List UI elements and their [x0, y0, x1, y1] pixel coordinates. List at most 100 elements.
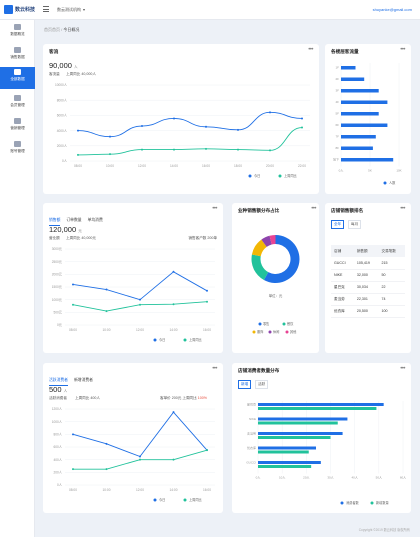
tab-active-consumers[interactable]: 活跃	[255, 380, 269, 389]
y-tick-label: NIKE	[249, 417, 256, 421]
y-tick-label: 400人	[53, 458, 62, 462]
x-tick-label: 10K	[396, 169, 401, 173]
legend-label: 休闲	[273, 329, 279, 334]
sales-tabs: 销售额 订单数量 单均消费	[49, 208, 109, 226]
table-row[interactable]: 麦当劳 22,301 74	[331, 293, 405, 306]
y-tick-label: 0人	[62, 159, 68, 163]
legend-marker	[268, 330, 272, 334]
legend-marker	[183, 338, 187, 342]
y-tick-label: 1200人	[52, 407, 63, 411]
tab-new-consumers[interactable]: 新增	[238, 380, 252, 389]
data-point	[72, 468, 74, 471]
table-row[interactable]: 星巴克 30,034 22	[331, 281, 405, 294]
breadcrumb-home[interactable]: 首页首页	[44, 27, 60, 32]
cell: 100	[378, 305, 405, 318]
series-line-today	[72, 271, 208, 301]
legend-marker	[383, 181, 387, 185]
visitor-unit: 人	[74, 65, 78, 69]
org-selector[interactable]: 数云测试机构	[57, 7, 81, 12]
tab-orders[interactable]: 订单数量	[66, 218, 82, 222]
member-icon	[14, 95, 21, 101]
data-point	[72, 303, 74, 306]
x-tick-label: 12:00	[136, 488, 144, 492]
tab-avg[interactable]: 单均消费	[87, 218, 103, 222]
sales-sub-label: 营业额	[49, 236, 60, 240]
legend-label: 上周同比	[284, 173, 297, 178]
y-tick-label: 6F	[335, 123, 339, 127]
sidebar-item-all[interactable]: 全部数据	[0, 67, 35, 89]
legend-marker	[258, 322, 262, 326]
sidebar-item-marketing[interactable]: 营销管理	[0, 116, 35, 138]
sidebar-item-sales[interactable]: 销售数据	[0, 45, 35, 67]
data-point	[172, 270, 175, 273]
bar	[341, 135, 376, 139]
user-account[interactable]: shuyanke@gmail.com	[372, 7, 412, 12]
store-rank-table: 店铺 销售额 交易笔数 GUCCI 105,419 215 NIKE 32,000 50 星…	[331, 245, 405, 318]
legend-label: 今日	[159, 497, 165, 502]
bar	[341, 66, 356, 70]
more-icon[interactable]: •••	[400, 366, 405, 372]
pie-slice	[251, 254, 269, 281]
sales-compare: 上周同比 40,000元	[66, 236, 96, 240]
cell: GUCCI	[331, 257, 354, 270]
data-point	[173, 148, 175, 151]
more-icon[interactable]: •••	[400, 47, 405, 53]
sidebar-item-label: 销售数据	[10, 55, 25, 59]
sidebar-item-overview[interactable]: 数据概览	[0, 22, 35, 44]
cell: 215	[378, 257, 405, 270]
data-point	[105, 442, 108, 445]
visitor-line-chart: 10000人 8000人 6000人 4000人 2000人 0人 08:00 10:00 12…	[55, 83, 310, 178]
more-icon[interactable]: •••	[311, 206, 316, 212]
data-point	[301, 126, 303, 129]
y-tick-label: 2500元	[52, 260, 63, 264]
tab-new[interactable]: 新增消费者	[73, 378, 93, 382]
table-row[interactable]: NIKE 32,000 50	[331, 269, 405, 282]
avg-compare-pct: 100%	[197, 396, 207, 400]
sidebar: 数据概览 销售数据 全部数据 会员管理 营销管理 账号管理	[0, 20, 35, 537]
data-point	[269, 149, 271, 152]
x-tick-label: 18:00	[234, 164, 242, 168]
y-tick-label: 星巴克	[247, 402, 256, 407]
bar	[258, 421, 338, 425]
x-tick-label: 14:00	[170, 488, 178, 492]
bar	[341, 146, 373, 150]
x-tick-label: 16:00	[203, 328, 211, 332]
x-tick-label: 14:00	[170, 328, 178, 332]
more-icon[interactable]: •••	[212, 366, 217, 372]
chevron-down-icon[interactable]: ▾	[83, 7, 86, 12]
sidebar-item-members[interactable]: 会员管理	[0, 93, 35, 115]
cell: NIKE	[331, 269, 354, 282]
y-tick-label: 10000人	[55, 83, 68, 87]
tab-year[interactable]: 全年	[331, 220, 345, 229]
x-tick-label: 16:00	[202, 164, 210, 168]
y-tick-label: 1000元	[52, 298, 63, 302]
industry-card: 业种销售额分布占比 ••• 单位：元 零售 餐饮 服饰 休闲 其他	[232, 203, 319, 353]
y-tick-label: 8000人	[57, 98, 68, 102]
sales-value: 120,000 元	[49, 225, 82, 234]
tab-month[interactable]: 每月	[348, 220, 362, 229]
more-icon[interactable]: •••	[400, 206, 405, 212]
x-tick-label: 10:00	[106, 164, 114, 168]
table-row[interactable]: GUCCI 105,419 215	[331, 257, 405, 270]
table-row[interactable]: 优衣库 20,500 100	[331, 305, 405, 318]
tab-active[interactable]: 活跃消费者	[49, 378, 68, 386]
x-tick-label: 30人	[327, 476, 333, 480]
more-icon[interactable]: •••	[308, 47, 313, 53]
more-icon[interactable]: •••	[212, 206, 217, 212]
data-point	[141, 125, 143, 128]
cell: 优衣库	[331, 305, 354, 318]
legend-label: 消费者数	[346, 500, 360, 505]
sidebar-item-account[interactable]: 账号管理	[0, 139, 35, 161]
y-tick-label: 500元	[53, 311, 62, 315]
consumer-right-note: 客单价 200元 上周同比 100%	[160, 396, 207, 401]
marketing-icon	[14, 118, 21, 124]
donut-unit-label: 单位：元	[269, 293, 283, 298]
bar	[258, 407, 377, 410]
legend-label: 人数	[389, 180, 396, 185]
legend-label: 餐饮	[287, 321, 294, 326]
tab-sales[interactable]: 销售额	[49, 218, 61, 226]
legend-marker	[153, 498, 157, 502]
menu-icon[interactable]	[43, 6, 49, 12]
x-tick-label: 08:00	[69, 488, 77, 492]
